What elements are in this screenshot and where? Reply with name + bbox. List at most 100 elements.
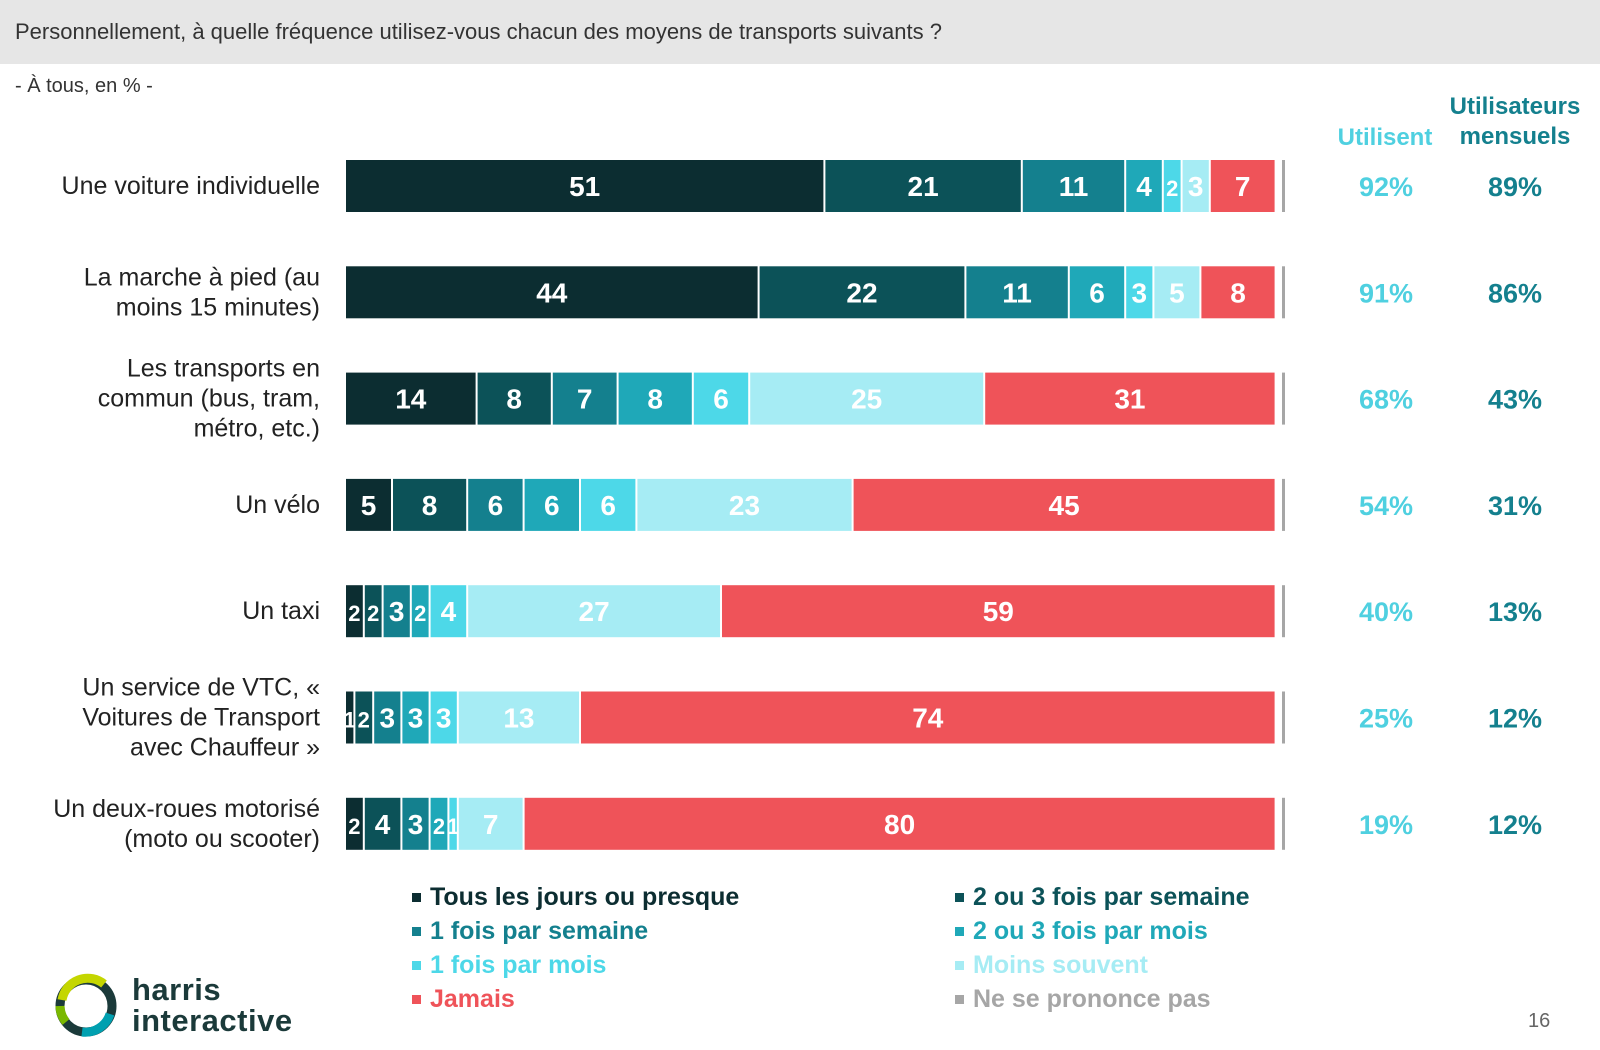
bar-segment-nsp	[1282, 585, 1285, 638]
data-label: 1	[447, 814, 459, 839]
bar-segment	[985, 372, 1275, 425]
data-label: 8	[647, 384, 663, 415]
logo-line-1: harris	[132, 972, 222, 1007]
data-label: 2	[348, 814, 360, 839]
data-label: 2	[348, 601, 360, 626]
bar-segment	[524, 478, 579, 531]
bar-segment	[346, 585, 363, 638]
data-label: 2	[358, 708, 370, 733]
data-label: 74	[912, 703, 944, 734]
bar-segment	[411, 585, 429, 638]
data-label: 3	[389, 596, 405, 627]
header-band	[0, 0, 1600, 64]
data-label: 8	[506, 384, 522, 415]
bar-segment	[346, 160, 824, 212]
data-label: 7	[483, 809, 499, 840]
data-label: 6	[600, 490, 616, 521]
legend-swatch	[955, 927, 964, 936]
data-label: 51	[569, 171, 600, 202]
data-label: 11	[1059, 171, 1089, 202]
data-label: 3	[408, 703, 424, 734]
bar-segment-nsp	[1282, 691, 1285, 744]
category-label: Voitures de Transport	[82, 704, 320, 732]
utilisateurs-mensuels-value: 43%	[1488, 385, 1542, 415]
bar-segment	[468, 585, 720, 638]
bar-segment	[825, 160, 1021, 212]
data-label: 8	[422, 490, 438, 521]
legend-label: Tous les jours ou presque	[430, 883, 740, 911]
logo-line-2: interactive	[132, 1003, 293, 1038]
legend-item: Moins souvent	[955, 951, 1148, 980]
bar-segment	[618, 372, 692, 425]
base-note: - À tous, en % -	[15, 75, 153, 97]
data-label: 1	[344, 708, 356, 733]
legend-item: Tous les jours ou presque	[412, 883, 739, 912]
utilisent-value: 19%	[1359, 810, 1413, 840]
survey-question: Personnellement, à quelle fréquence util…	[15, 19, 942, 44]
legend-label: Jamais	[430, 985, 515, 1013]
bar-segment	[552, 372, 617, 425]
data-label: 80	[884, 809, 915, 840]
bar-segment	[1126, 160, 1162, 212]
data-label: 25	[851, 384, 882, 415]
legend-swatch	[412, 927, 421, 936]
bar-segment	[1069, 266, 1125, 319]
bar-segment	[750, 372, 984, 425]
data-label: 2	[433, 814, 445, 839]
bar-segment	[402, 797, 429, 850]
harris-logo-icon	[55, 973, 117, 1037]
bar-segment	[693, 372, 749, 425]
bar-segment	[637, 478, 852, 531]
legend-label: Ne se prononce pas	[973, 985, 1211, 1013]
data-label: 6	[713, 384, 729, 415]
bar-segment	[524, 797, 1275, 850]
data-label: 4	[375, 809, 391, 840]
category-label: Un service de VTC, «	[82, 674, 320, 702]
data-label: 13	[503, 703, 534, 734]
data-label: 3	[380, 703, 396, 734]
legend-label: 1 fois par mois	[430, 951, 607, 979]
category-label: avec Chauffeur »	[130, 734, 320, 762]
data-label: 5	[361, 490, 377, 521]
legend-item: 1 fois par mois	[412, 951, 606, 980]
data-label: 5	[1169, 277, 1185, 308]
utilisateurs-mensuels-value: 12%	[1488, 704, 1542, 734]
utilisateurs-mensuels-value: 89%	[1488, 172, 1542, 202]
data-label: 22	[846, 277, 877, 308]
legend-item: 2 ou 3 fois par mois	[955, 917, 1208, 946]
bar-segment	[458, 691, 579, 744]
category-label: Une voiture individuelle	[62, 172, 320, 200]
data-label: 6	[488, 490, 504, 521]
data-label: 7	[1235, 171, 1251, 202]
legend-label: 2 ou 3 fois par mois	[973, 917, 1208, 945]
data-label: 3	[436, 703, 452, 734]
harris-interactive-logo: harris interactive	[52, 970, 332, 1040]
bar-segment	[759, 266, 965, 319]
data-label: 14	[395, 384, 427, 415]
utilisateurs-mensuels-value: 86%	[1488, 278, 1542, 308]
legend-swatch	[412, 995, 421, 1004]
bar-segment	[1201, 266, 1275, 319]
category-label: Un vélo	[235, 491, 320, 519]
data-label: 59	[983, 596, 1014, 627]
bar-segment-nsp	[1282, 372, 1285, 425]
legend-item: 1 fois par semaine	[412, 917, 648, 946]
data-label: 45	[1049, 490, 1080, 521]
utilisent-value: 25%	[1359, 704, 1413, 734]
data-label: 21	[908, 171, 939, 202]
legend-swatch	[955, 961, 964, 970]
data-label: 31	[1114, 384, 1145, 415]
category-label: Les transports en	[127, 355, 320, 383]
data-label: 11	[1002, 277, 1032, 308]
bar-segment	[383, 585, 410, 638]
bar-segment	[1022, 160, 1125, 212]
bar-segment	[477, 372, 551, 425]
legend-item: Jamais	[412, 985, 515, 1014]
data-label: 2	[1166, 176, 1178, 201]
bar-segment	[374, 691, 401, 744]
bar-segment	[458, 797, 523, 850]
bar-segment	[966, 266, 1068, 319]
bar-segment	[402, 691, 429, 744]
bar-segment	[346, 797, 363, 850]
bar-segment-nsp	[1282, 266, 1285, 319]
